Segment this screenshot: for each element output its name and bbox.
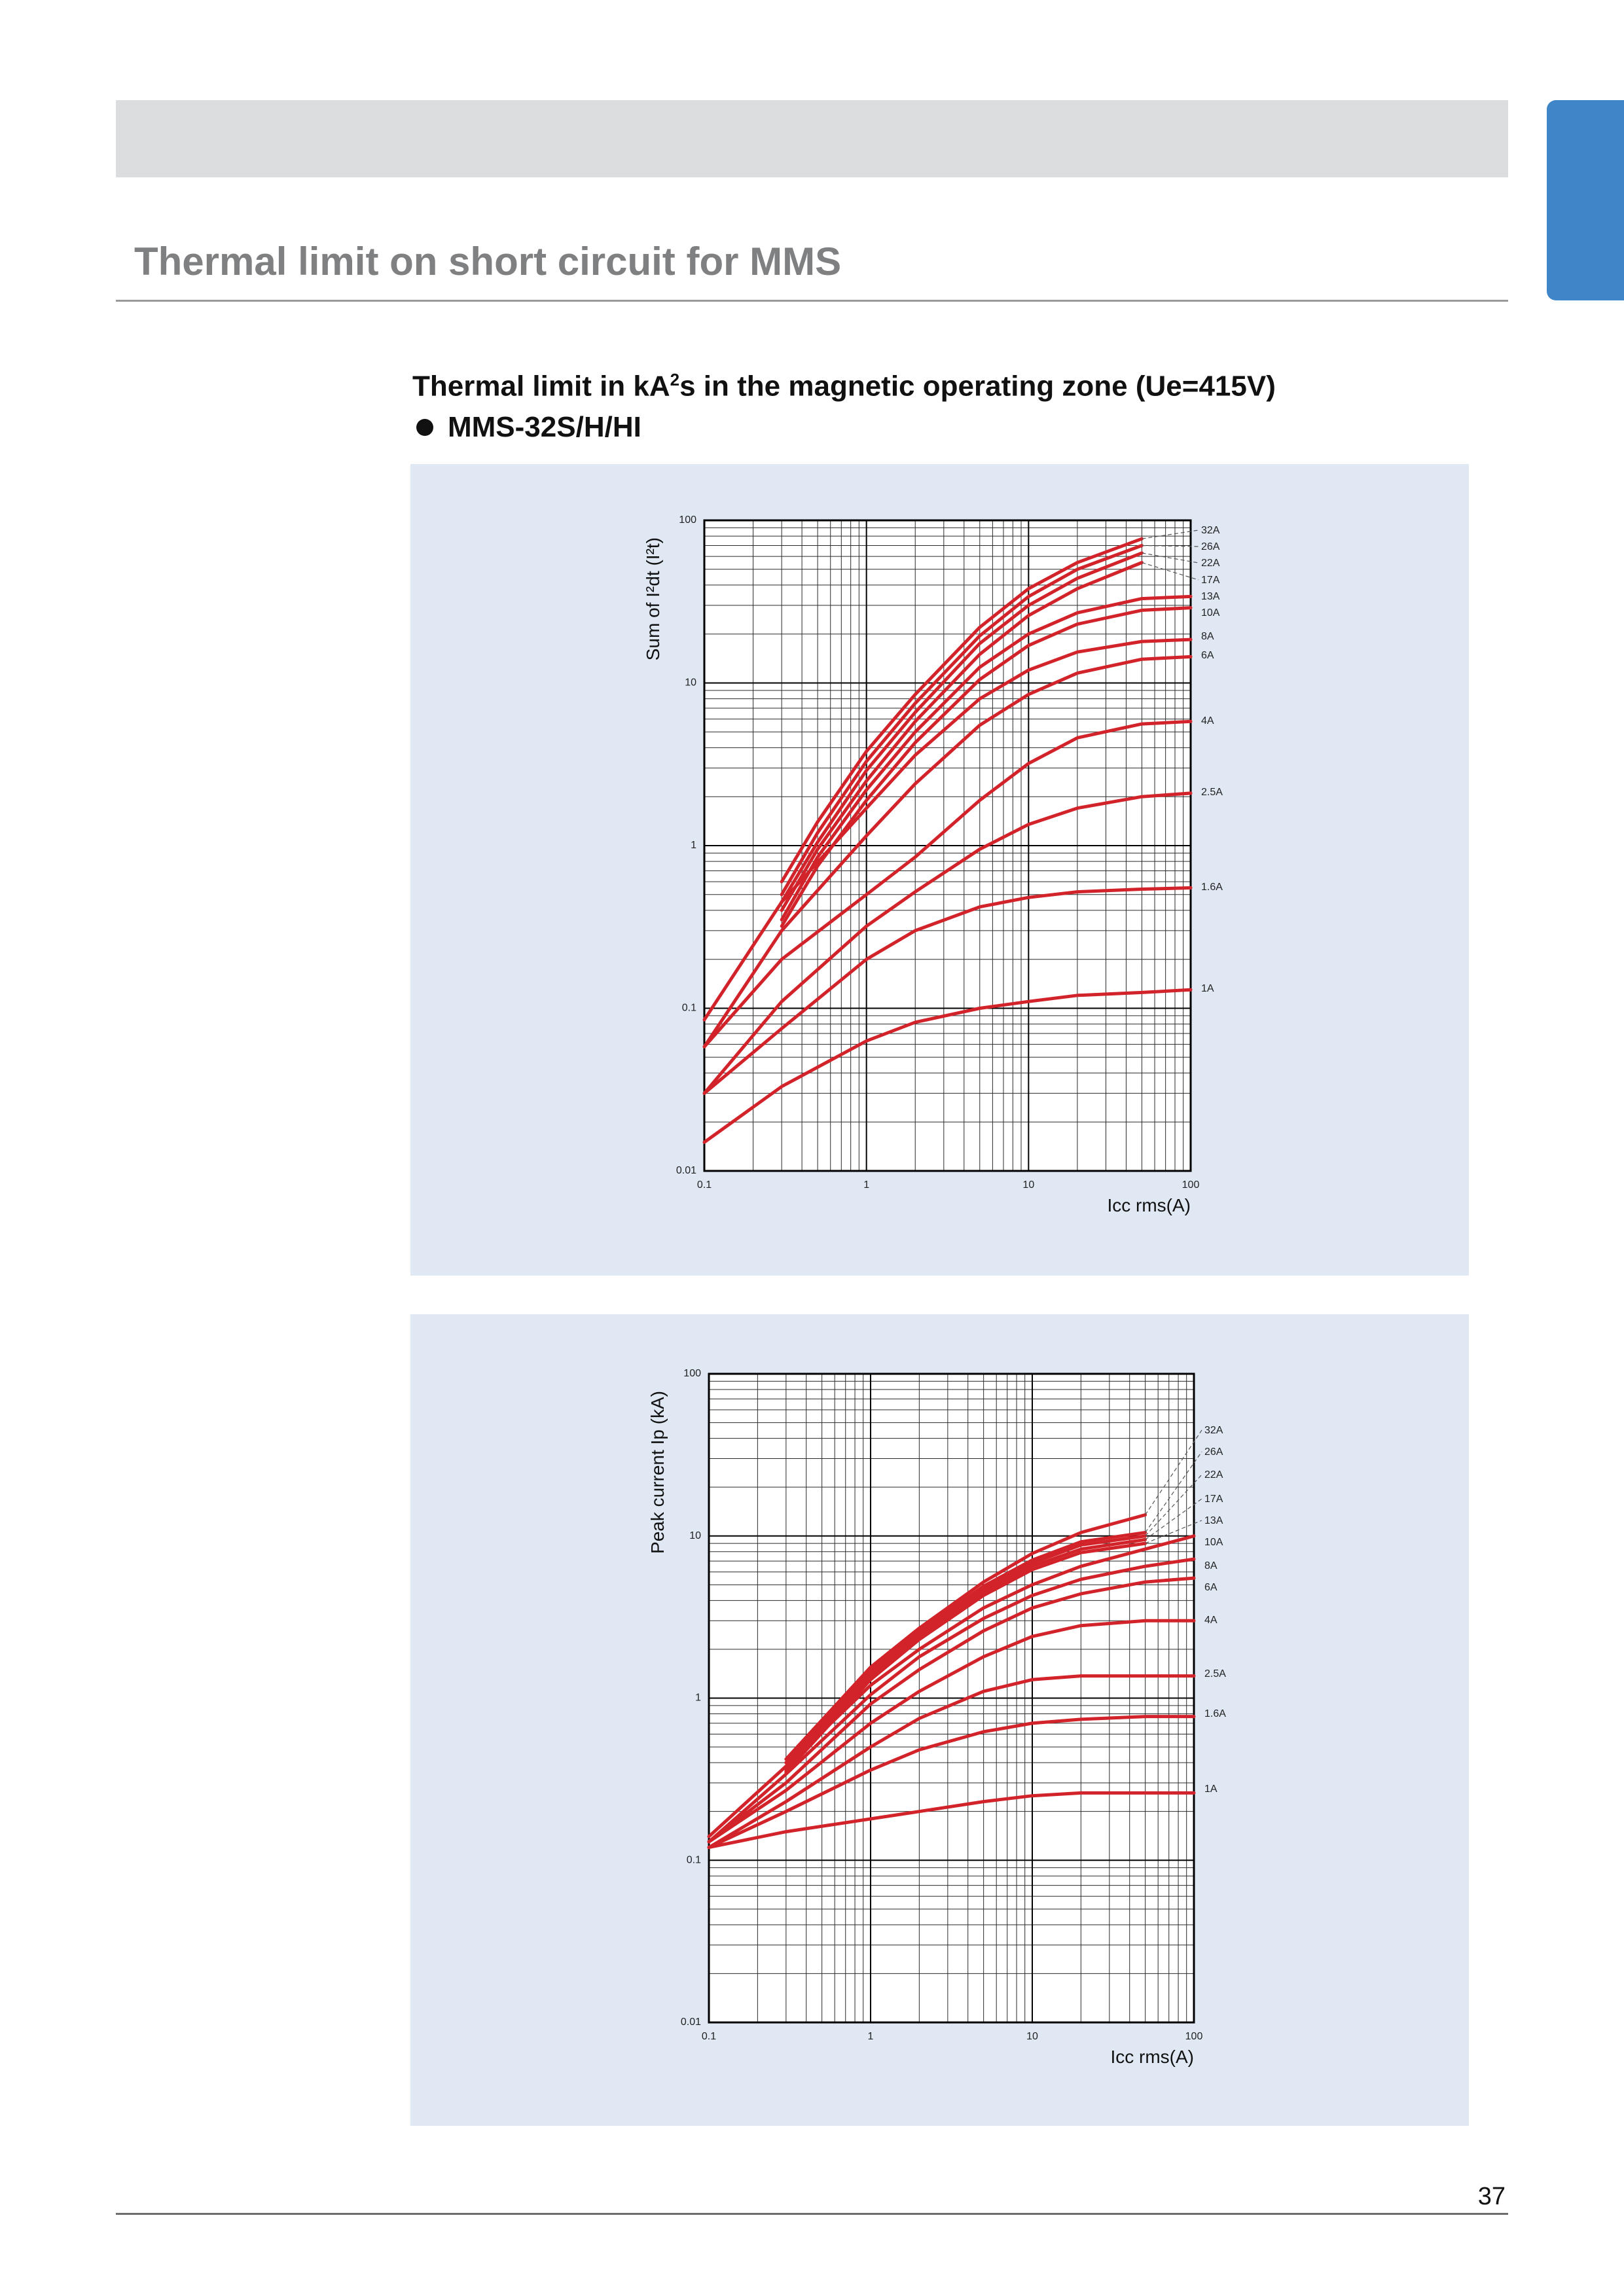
series-line: [707, 1715, 1196, 1850]
series-label: 1A: [1204, 1784, 1218, 1795]
series-label: 1A: [1201, 983, 1214, 994]
series-line: [780, 551, 1144, 904]
series-label: 32A: [1201, 525, 1220, 536]
series-line: [784, 1537, 1147, 1772]
y-axis-title: Peak current Ip (kA): [647, 1391, 668, 1554]
series-label: 10A: [1204, 1537, 1223, 1548]
x-tick-label: 10: [1022, 1179, 1034, 1191]
series-line: [784, 1531, 1147, 1765]
y-tick-label: 0.1: [682, 1003, 696, 1014]
series-label: 13A: [1201, 591, 1220, 602]
y-tick-label: 0.01: [676, 1165, 696, 1176]
series-leader-line: [1145, 1474, 1202, 1537]
series-line: [707, 1576, 1196, 1844]
series-label: 4A: [1201, 715, 1214, 726]
x-tick-label: 0.1: [702, 2031, 716, 2042]
series-label: 10A: [1201, 607, 1220, 619]
bullet-icon: [416, 419, 433, 437]
y-tick-label: 10: [685, 677, 696, 689]
y-tick-label: 0.1: [687, 1854, 701, 1865]
series-line: [702, 655, 1193, 1049]
series-line: [702, 791, 1193, 1095]
series-line: [702, 637, 1193, 1022]
series-label: 2.5A: [1201, 787, 1223, 798]
series-line: [707, 1674, 1196, 1850]
y-tick-label: 10: [689, 1530, 701, 1541]
series-label: 22A: [1201, 558, 1220, 569]
series-line: [780, 537, 1144, 884]
series-label: 32A: [1204, 1425, 1223, 1436]
series-label: 13A: [1204, 1515, 1223, 1526]
title-divider: [116, 300, 1508, 302]
series-label: 6A: [1201, 650, 1214, 661]
y-tick-label: 0.01: [681, 2017, 701, 2028]
page-number: 37: [1477, 2183, 1506, 2210]
chart-panel-peak-current: 0.1 1 10 100 100 10 1 0.1 0.01 Icc rms(A) Peak cur…: [410, 1314, 1469, 2126]
x-tick-label: 1: [863, 1179, 869, 1191]
chart-panel-i2t: 0.1 1 10 100 100 10 1 0.1 0.01 Icc rms(A) Sum of I…: [410, 464, 1469, 1276]
series-line: [780, 544, 1144, 897]
y-axis-title: Sum of I²dt (I²t): [643, 537, 663, 660]
series-leader-line: [1142, 529, 1199, 539]
series-line: [707, 1791, 1196, 1850]
series-label: 17A: [1201, 575, 1220, 586]
heading-superscript: 2: [670, 370, 680, 389]
series-label: 26A: [1201, 541, 1220, 552]
series-leader-line: [1142, 545, 1199, 547]
series-leader-line: [1142, 552, 1199, 564]
series-line: [702, 886, 1193, 1095]
series-line: [780, 561, 1144, 912]
y-tick-label: 1: [691, 840, 696, 851]
page-title: Thermal limit on short circuit for MMS: [134, 240, 842, 283]
series-leader-line: [1145, 1498, 1202, 1540]
x-axis-title: Icc rms(A): [1107, 1195, 1191, 1215]
y-tick-label: 100: [679, 514, 696, 526]
series-label: 8A: [1201, 631, 1214, 642]
plot-frame: [703, 519, 1192, 1172]
plot-frame: [708, 1372, 1195, 2024]
footer-divider: [116, 2213, 1508, 2215]
series-leader-line: [1145, 1520, 1202, 1544]
series-leader-line: [1145, 1429, 1202, 1515]
series-label: 2.5A: [1204, 1668, 1226, 1679]
series-label: 17A: [1204, 1494, 1223, 1505]
series-leader-line: [1142, 562, 1199, 581]
series-label: 26A: [1204, 1446, 1223, 1458]
series-label: 1.6A: [1204, 1708, 1226, 1719]
y-tick-label: 1: [695, 1693, 701, 1704]
x-tick-label: 1: [868, 2031, 874, 2042]
series-label: 4A: [1204, 1615, 1218, 1626]
series-label: 6A: [1204, 1582, 1218, 1593]
heading-prefix: Thermal limit in kA: [412, 370, 670, 403]
series-line: [784, 1541, 1147, 1774]
series-label: 8A: [1204, 1560, 1218, 1571]
model-name: MMS-32S/H/HI: [448, 411, 641, 443]
y-tick-label: 100: [683, 1368, 701, 1379]
series-line: [702, 988, 1193, 1144]
x-tick-label: 100: [1182, 1179, 1200, 1191]
series-line: [784, 1534, 1147, 1768]
heading-suffix: s in the magnetic operating zone (Ue=415…: [679, 370, 1276, 403]
series-leader-line: [1145, 1451, 1202, 1533]
x-tick-label: 0.1: [697, 1179, 712, 1191]
x-axis-title: Icc rms(A): [1110, 2047, 1194, 2067]
x-tick-label: 10: [1026, 2031, 1038, 2042]
series-line: [702, 719, 1193, 1049]
series-line: [707, 1534, 1196, 1839]
x-tick-label: 100: [1185, 2031, 1203, 2042]
series-line: [707, 1557, 1196, 1844]
model-bullet-line: MMS-32S/H/HI: [412, 411, 641, 444]
series-line: [707, 1619, 1196, 1844]
section-side-tab[interactable]: [1547, 100, 1624, 300]
series-label: 22A: [1204, 1469, 1223, 1480]
chart-heading: Thermal limit in kA2s in the magnetic op…: [412, 370, 1276, 403]
series-label: 1.6A: [1201, 882, 1223, 893]
header-band: [116, 100, 1508, 177]
series-line: [780, 594, 1193, 922]
series-line: [784, 1513, 1147, 1761]
